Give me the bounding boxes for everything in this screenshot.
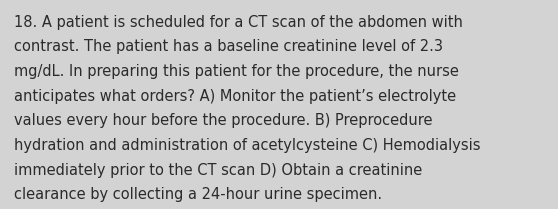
Text: contrast. The patient has a baseline creatinine level of 2.3: contrast. The patient has a baseline cre… [14, 39, 443, 54]
Text: hydration and administration of acetylcysteine C) Hemodialysis: hydration and administration of acetylcy… [14, 138, 480, 153]
Text: immediately prior to the CT scan D) Obtain a creatinine: immediately prior to the CT scan D) Obta… [14, 163, 422, 178]
Text: 18. A patient is scheduled for a CT scan of the abdomen with: 18. A patient is scheduled for a CT scan… [14, 15, 463, 30]
Text: anticipates what orders? A) Monitor the patient’s electrolyte: anticipates what orders? A) Monitor the … [14, 89, 456, 104]
Text: mg/dL. In preparing this patient for the procedure, the nurse: mg/dL. In preparing this patient for the… [14, 64, 459, 79]
Text: values every hour before the procedure. B) Preprocedure: values every hour before the procedure. … [14, 113, 432, 128]
Text: clearance by collecting a 24-hour urine specimen.: clearance by collecting a 24-hour urine … [14, 187, 382, 202]
